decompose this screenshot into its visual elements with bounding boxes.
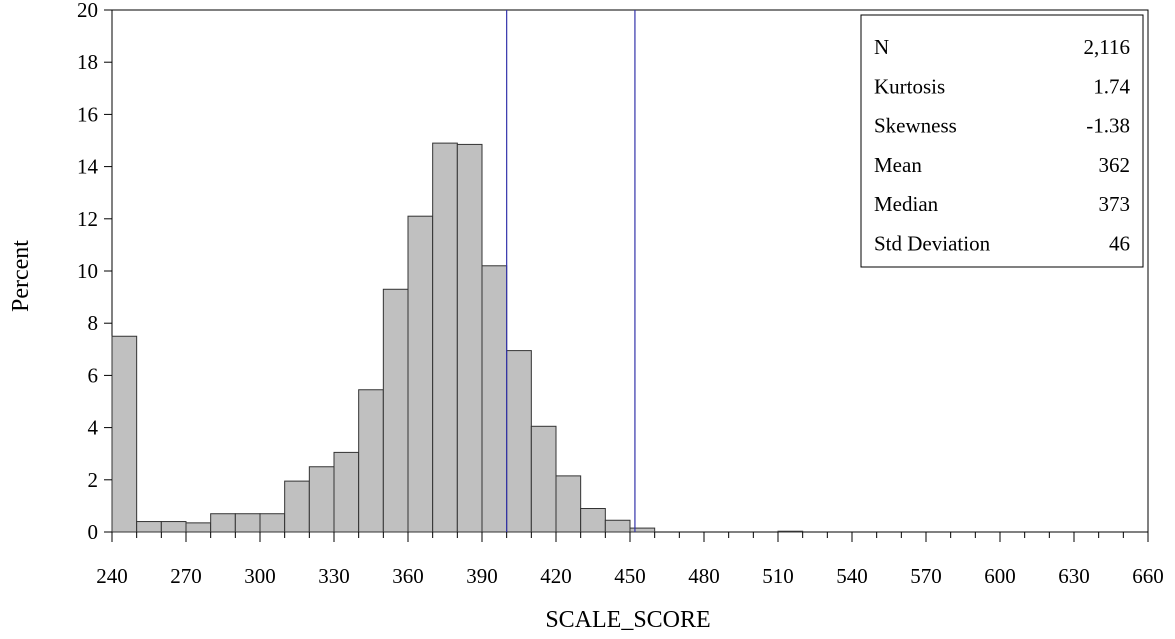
histogram-bar <box>284 480 310 533</box>
x-tick-label: 600 <box>984 564 1016 588</box>
y-tick-label: 14 <box>77 155 99 179</box>
stat-label: Kurtosis <box>874 74 945 98</box>
x-tick-label: 390 <box>466 564 498 588</box>
stat-label: Median <box>874 192 939 216</box>
x-tick-label: 450 <box>614 564 646 588</box>
x-tick-label: 330 <box>318 564 350 588</box>
reference-lines <box>506 10 636 532</box>
histogram-bar <box>333 451 360 533</box>
stat-label: Std Deviation <box>874 232 991 256</box>
y-tick-label: 10 <box>77 259 98 283</box>
x-tick-label: 420 <box>540 564 572 588</box>
stat-value: 362 <box>1099 153 1131 177</box>
y-tick-label: 4 <box>88 416 99 440</box>
stat-value: 46 <box>1109 232 1130 256</box>
stat-value: 1.74 <box>1093 74 1130 98</box>
stat-value: -1.38 <box>1086 114 1130 138</box>
y-axis-label: Percent <box>8 240 34 312</box>
y-tick-label: 0 <box>88 520 99 544</box>
statistics-inset-box: N 2,116 Kurtosis 1.74 Skewness -1.38 Mean 362 Me… <box>860 14 1144 268</box>
histogram-bar <box>506 350 532 533</box>
histogram-bar <box>629 527 656 533</box>
x-tick-label: 300 <box>244 564 276 588</box>
x-tick-label: 360 <box>392 564 424 588</box>
histogram-bar <box>160 521 187 533</box>
histogram-bar <box>777 530 804 533</box>
histogram-bar <box>530 425 557 533</box>
stat-value: 373 <box>1099 192 1131 216</box>
stat-label: Skewness <box>874 114 957 138</box>
stat-value: 2,116 <box>1084 35 1130 59</box>
histogram-bar <box>358 389 384 533</box>
y-tick-label: 16 <box>77 102 98 126</box>
y-tick-label: 6 <box>88 363 99 387</box>
histogram-bar <box>185 522 212 533</box>
histogram-bar <box>432 142 458 533</box>
y-tick-label: 12 <box>77 207 98 231</box>
stat-label: N <box>874 35 889 59</box>
histogram-bar <box>382 288 409 533</box>
statistics-box-frame <box>860 14 1144 268</box>
histogram-bar <box>308 466 335 533</box>
y-axis: 0 2 4 6 8 10 12 14 16 18 20 <box>77 0 112 544</box>
x-axis-label: SCALE_SCORE <box>545 607 710 633</box>
histogram-bar <box>580 508 606 533</box>
histogram-bar <box>604 519 631 533</box>
histogram-bar <box>481 265 508 533</box>
histogram-bar <box>111 335 138 533</box>
histogram-bar <box>555 475 582 533</box>
y-tick-label: 18 <box>77 50 98 74</box>
y-tick-label: 2 <box>88 468 99 492</box>
x-axis: 240 270 300 330 360 390 420 450 480 510 540 570 600 6… <box>96 532 1164 588</box>
x-tick-label: 660 <box>1132 564 1164 588</box>
y-tick-label: 8 <box>88 311 99 335</box>
histogram-bars <box>111 142 804 533</box>
y-tick-label: 20 <box>77 0 98 22</box>
histogram-bar <box>234 513 261 533</box>
x-tick-label: 630 <box>1058 564 1090 588</box>
x-tick-label: 540 <box>836 564 868 588</box>
histogram-bar <box>407 215 434 533</box>
histogram-bar <box>210 513 236 533</box>
x-tick-label: 570 <box>910 564 942 588</box>
histogram-bar <box>136 521 162 533</box>
histogram-bar <box>259 513 286 533</box>
histogram-bar <box>456 143 483 533</box>
x-tick-label: 510 <box>762 564 794 588</box>
x-tick-label: 270 <box>170 564 202 588</box>
stat-label: Mean <box>874 153 922 177</box>
x-tick-label: 240 <box>96 564 128 588</box>
x-tick-label: 480 <box>688 564 720 588</box>
